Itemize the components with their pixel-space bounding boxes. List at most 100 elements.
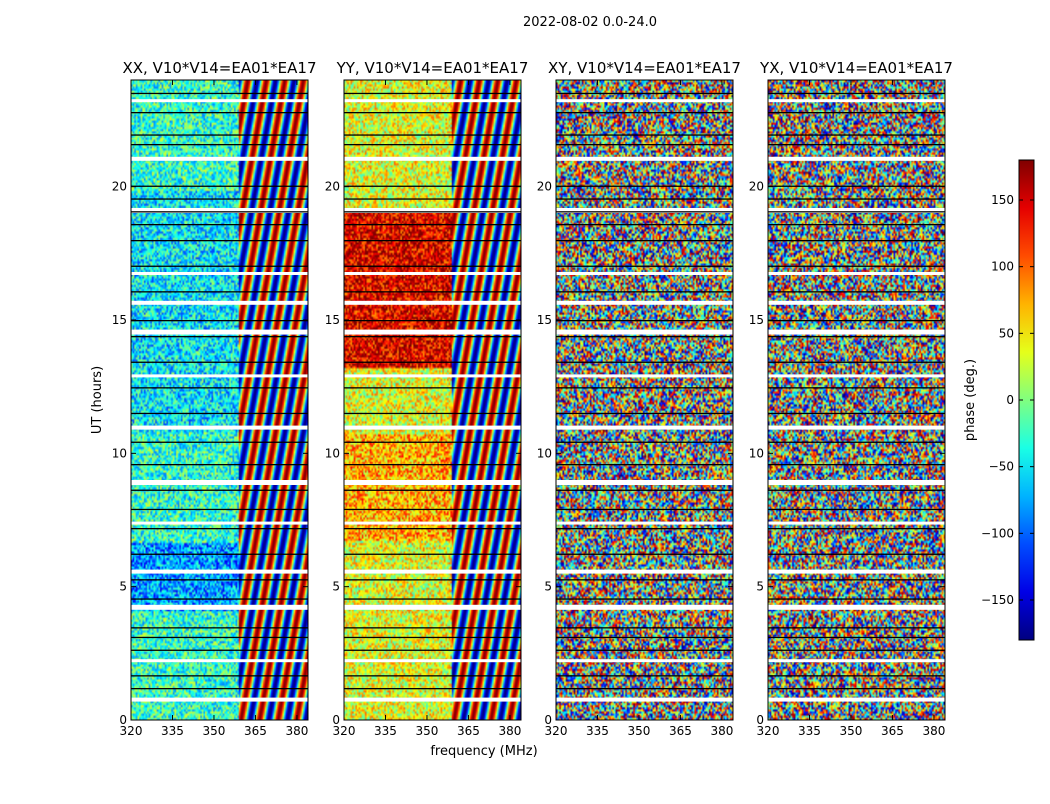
gap-band bbox=[344, 659, 521, 663]
gap-band bbox=[556, 156, 733, 161]
x-tick-label: 320 bbox=[120, 724, 143, 738]
gap-line bbox=[556, 336, 733, 338]
gap-band bbox=[556, 480, 733, 485]
gap-line bbox=[556, 441, 733, 443]
gap-band bbox=[768, 208, 945, 213]
heatmap-image-1 bbox=[344, 80, 521, 720]
gap-line bbox=[344, 553, 521, 555]
x-tick-label: 350 bbox=[840, 724, 863, 738]
heatmap-image-0 bbox=[131, 80, 308, 720]
x-tick-label: 380 bbox=[498, 724, 521, 738]
heatmap-image-3 bbox=[768, 80, 945, 720]
gap-band bbox=[556, 272, 733, 275]
gap-line bbox=[768, 198, 945, 200]
colorbar-label: phase (deg.) bbox=[963, 359, 978, 441]
gap-line bbox=[768, 336, 945, 338]
gap-band bbox=[131, 208, 308, 213]
gap-line bbox=[131, 464, 308, 466]
gap-line bbox=[556, 675, 733, 677]
gap-line bbox=[556, 92, 733, 95]
gap-line bbox=[556, 649, 733, 651]
gap-line bbox=[131, 291, 308, 293]
gap-line bbox=[131, 224, 308, 226]
gap-line bbox=[768, 387, 945, 389]
y-tick-label: 15 bbox=[749, 313, 764, 327]
gap-band bbox=[344, 480, 521, 485]
gap-line bbox=[131, 412, 308, 415]
gap-line bbox=[556, 134, 733, 136]
y-tick-label: 0 bbox=[756, 713, 764, 727]
colorbar-tick-label: −50 bbox=[989, 460, 1014, 474]
x-tick-label: 335 bbox=[586, 724, 609, 738]
y-tick-label: 15 bbox=[537, 313, 552, 327]
gap-band bbox=[344, 697, 521, 702]
gap-band bbox=[344, 208, 521, 213]
gap-band bbox=[768, 521, 945, 525]
gap-line bbox=[344, 688, 521, 690]
gap-band bbox=[556, 374, 733, 378]
gap-line bbox=[344, 649, 521, 651]
panel-frame-2 bbox=[555, 79, 734, 721]
gap-line bbox=[131, 553, 308, 555]
gap-line bbox=[768, 553, 945, 555]
colorbar-tick-label: 100 bbox=[991, 260, 1014, 274]
gap-line bbox=[768, 579, 945, 581]
gap-band bbox=[344, 329, 521, 335]
panel-frame-1 bbox=[343, 79, 522, 721]
gap-line bbox=[344, 240, 521, 242]
gap-line bbox=[768, 265, 945, 267]
gap-line bbox=[131, 92, 308, 95]
gap-line bbox=[131, 320, 308, 322]
gap-band bbox=[556, 521, 733, 525]
gap-line bbox=[131, 134, 308, 136]
panel-frame-3 bbox=[767, 79, 946, 721]
x-tick-label: 380 bbox=[922, 724, 945, 738]
gap-band bbox=[131, 659, 308, 663]
gap-line bbox=[556, 598, 733, 600]
gap-band bbox=[768, 156, 945, 161]
gap-line bbox=[768, 649, 945, 651]
gap-line bbox=[556, 528, 733, 530]
y-axis-label: UT (hours) bbox=[90, 366, 105, 434]
gap-band bbox=[131, 272, 308, 275]
gap-line bbox=[556, 579, 733, 581]
colorbar-tick-label: 150 bbox=[991, 193, 1014, 207]
gap-line bbox=[556, 144, 733, 146]
gap-band bbox=[131, 374, 308, 378]
gap-line bbox=[344, 185, 521, 187]
panel-title-2: XY, V10*V14=EA01*EA17 bbox=[548, 59, 741, 77]
y-tick-label: 10 bbox=[325, 446, 340, 460]
gap-band bbox=[344, 272, 521, 275]
x-tick-label: 365 bbox=[881, 724, 904, 738]
x-tick-label: 335 bbox=[161, 724, 184, 738]
gap-line bbox=[131, 112, 308, 114]
gap-band bbox=[131, 425, 308, 430]
gap-line bbox=[131, 336, 308, 338]
gap-line bbox=[556, 224, 733, 226]
gap-line bbox=[556, 464, 733, 466]
panel-1: YY, V10*V14=EA01*EA17 320 335 350 365 380 0 5 10… bbox=[325, 59, 529, 738]
y-tick-label: 20 bbox=[749, 180, 764, 194]
gap-line bbox=[344, 92, 521, 95]
x-tick-label: 380 bbox=[285, 724, 308, 738]
gap-line bbox=[556, 112, 733, 114]
gap-band bbox=[768, 697, 945, 702]
gap-line bbox=[768, 92, 945, 95]
y-tick-label: 15 bbox=[112, 313, 127, 327]
gap-band bbox=[344, 156, 521, 161]
gap-line bbox=[344, 627, 521, 629]
y-tick-label: 0 bbox=[332, 713, 340, 727]
panel-3: YX, V10*V14=EA01*EA17 320 335 350 365 380 0 5 10… bbox=[749, 59, 953, 738]
gap-line bbox=[344, 361, 521, 363]
gap-line bbox=[556, 387, 733, 389]
gap-line bbox=[131, 688, 308, 690]
gap-band bbox=[131, 604, 308, 610]
gap-line bbox=[768, 144, 945, 146]
gap-line bbox=[344, 112, 521, 114]
panels: XX, V10*V14=EA01*EA17 320 335 350 365 380 0 5 10… bbox=[112, 59, 953, 738]
panel-frame-0 bbox=[130, 79, 309, 721]
gap-band bbox=[768, 300, 945, 305]
gap-line bbox=[768, 134, 945, 136]
gap-line bbox=[131, 675, 308, 677]
gap-line bbox=[556, 412, 733, 415]
